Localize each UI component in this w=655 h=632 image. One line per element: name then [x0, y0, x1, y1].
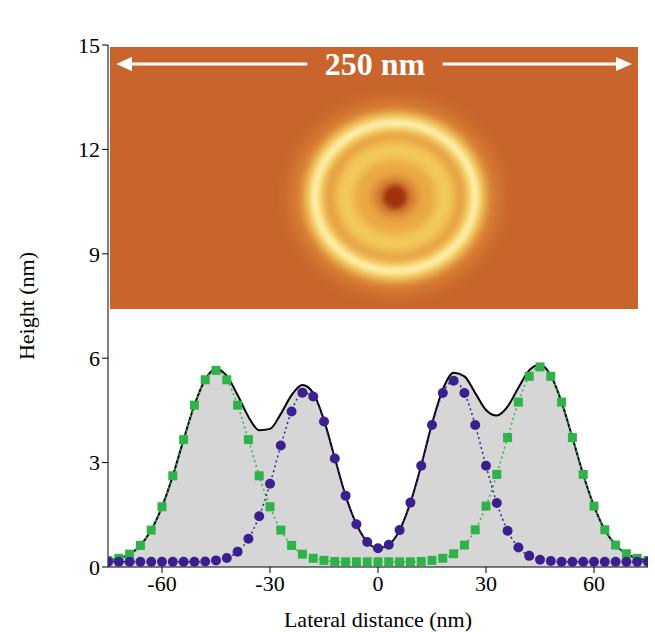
svg-text:12: 12	[78, 137, 100, 162]
svg-text:-30: -30	[255, 571, 284, 596]
svg-text:0: 0	[373, 571, 384, 596]
svg-text:Lateral distance (nm): Lateral distance (nm)	[284, 607, 472, 632]
svg-text:3: 3	[89, 450, 100, 475]
svg-text:0: 0	[89, 555, 100, 580]
svg-text:30: 30	[475, 571, 497, 596]
svg-text:15: 15	[78, 33, 100, 58]
svg-text:6: 6	[89, 346, 100, 371]
svg-text:60: 60	[583, 571, 605, 596]
svg-text:Height (nm): Height (nm)	[14, 252, 39, 360]
svg-text:-60: -60	[147, 571, 176, 596]
svg-text:250 nm: 250 nm	[325, 47, 426, 82]
svg-text:9: 9	[89, 242, 100, 267]
